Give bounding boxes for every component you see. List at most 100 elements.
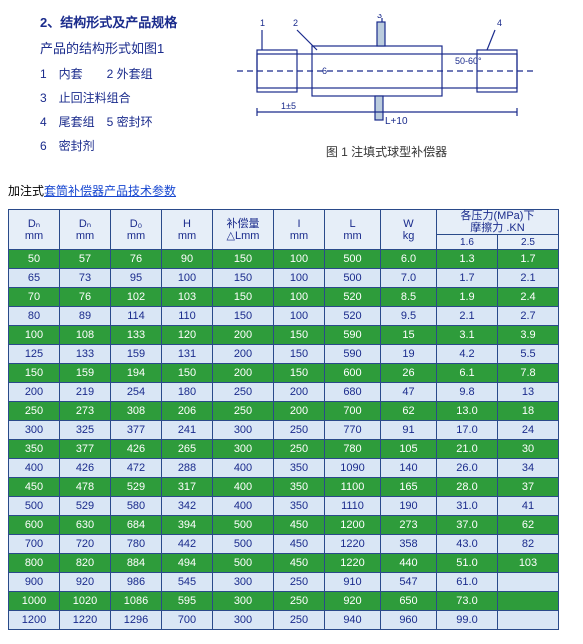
table-row: 500529580342400350111019031.041 (9, 497, 559, 516)
table-cell: 500 (213, 516, 274, 535)
table-cell: 1220 (325, 535, 381, 554)
table-cell: 102 (111, 288, 162, 307)
table-cell: 108 (60, 326, 111, 345)
table-cell: 219 (60, 383, 111, 402)
table-cell: 62 (498, 516, 559, 535)
table-row: 6573951001501005007.01.72.1 (9, 269, 559, 288)
table-cell: 520 (325, 307, 381, 326)
table-cell: 100 (274, 307, 325, 326)
svg-text:1±5: 1±5 (281, 101, 296, 111)
table-cell: 2.1 (498, 269, 559, 288)
table-cell: 1220 (60, 611, 111, 630)
table-cell: 76 (111, 250, 162, 269)
col-header: Dₙmm (60, 210, 111, 250)
table-cell: 250 (9, 402, 60, 421)
col-header: Lmm (325, 210, 381, 250)
table-cell: 265 (162, 440, 213, 459)
table-cell: 6.1 (437, 364, 498, 383)
table-cell: 150 (213, 288, 274, 307)
table-cell: 100 (162, 269, 213, 288)
section-title: 2、结构形式及产品规格 (40, 10, 190, 36)
table-cell: 200 (274, 402, 325, 421)
table-cell: 700 (9, 535, 60, 554)
table-row: 90092098654530025091054761.0 (9, 573, 559, 592)
legend-4: 6 密封剂 (40, 134, 190, 158)
col-header: Wkg (381, 210, 437, 250)
table-cell: 400 (213, 497, 274, 516)
intro-line: 产品的结构形式如图1 (40, 36, 190, 62)
table-cell: 273 (381, 516, 437, 535)
table-cell: 21.0 (437, 440, 498, 459)
legend-2: 3 止回注料组合 (40, 86, 190, 110)
table-cell: 165 (381, 478, 437, 497)
table-cell: 478 (60, 478, 111, 497)
table-cell: 500 (325, 250, 381, 269)
table-cell: 4.2 (437, 345, 498, 364)
table-cell: 26 (381, 364, 437, 383)
col-header: 补偿量△Lmm (213, 210, 274, 250)
table-cell: 250 (213, 402, 274, 421)
table-row: 125133159131200150590194.25.5 (9, 345, 559, 364)
table-cell: 1200 (9, 611, 60, 630)
table-cell: 100 (274, 288, 325, 307)
col-header: 各压力(MPa)下摩擦力 .KN (437, 210, 559, 235)
table-cell: 442 (162, 535, 213, 554)
table-cell: 250 (213, 383, 274, 402)
table-cell: 254 (111, 383, 162, 402)
table-cell: 780 (325, 440, 381, 459)
table-cell: 100 (274, 250, 325, 269)
table-cell: 700 (162, 611, 213, 630)
table-cell: 317 (162, 478, 213, 497)
table-cell: 24 (498, 421, 559, 440)
table-cell: 377 (60, 440, 111, 459)
table-cell: 342 (162, 497, 213, 516)
table-cell: 820 (60, 554, 111, 573)
legend-block: 2、结构形式及产品规格 产品的结构形式如图1 1 内套 2 外套组 3 止回注料… (40, 10, 190, 158)
spec-table: DₙmmDₙmmD₀mmHmm补偿量△LmmImmLmmWkg各压力(MPa)下… (8, 209, 559, 630)
table-cell: 960 (381, 611, 437, 630)
table-cell: 5.5 (498, 345, 559, 364)
table-row: 10001020108659530025092065073.0 (9, 592, 559, 611)
table-cell: 62 (381, 402, 437, 421)
table-cell: 600 (9, 516, 60, 535)
col-header: D₀mm (111, 210, 162, 250)
table-title-link[interactable]: 套筒补偿器产品技术参数 (44, 184, 176, 198)
table-cell: 91 (381, 421, 437, 440)
table-cell: 986 (111, 573, 162, 592)
table-cell: 103 (162, 288, 213, 307)
table-cell: 200 (274, 383, 325, 402)
table-cell (498, 573, 559, 592)
table-cell: 426 (111, 440, 162, 459)
table-cell: 114 (111, 307, 162, 326)
table-cell: 1220 (325, 554, 381, 573)
table-cell: 700 (325, 402, 381, 421)
table-cell: 500 (9, 497, 60, 516)
table-cell: 650 (381, 592, 437, 611)
table-cell: 250 (274, 592, 325, 611)
table-cell: 76 (60, 288, 111, 307)
table-cell: 1.7 (498, 250, 559, 269)
table-cell: 100 (274, 269, 325, 288)
table-cell: 920 (325, 592, 381, 611)
svg-text:2: 2 (293, 18, 298, 28)
table-cell: 590 (325, 345, 381, 364)
table-cell: 630 (60, 516, 111, 535)
table-cell: 18 (498, 402, 559, 421)
table-cell: 350 (9, 440, 60, 459)
table-cell: 7.0 (381, 269, 437, 288)
table-cell: 200 (213, 364, 274, 383)
table-cell: 2.4 (498, 288, 559, 307)
table-cell: 2.1 (437, 307, 498, 326)
table-cell: 2.7 (498, 307, 559, 326)
legend-1: 1 内套 2 外套组 (40, 62, 190, 86)
table-cell: 300 (213, 573, 274, 592)
table-row: 2502733082062502007006213.018 (9, 402, 559, 421)
table-cell: 150 (213, 307, 274, 326)
table-cell: 1.7 (437, 269, 498, 288)
table-cell: 400 (9, 459, 60, 478)
table-cell: 500 (325, 269, 381, 288)
table-row: 150159194150200150600266.17.8 (9, 364, 559, 383)
table-cell: 50 (9, 250, 60, 269)
table-cell: 95 (111, 269, 162, 288)
table-cell: 150 (162, 364, 213, 383)
